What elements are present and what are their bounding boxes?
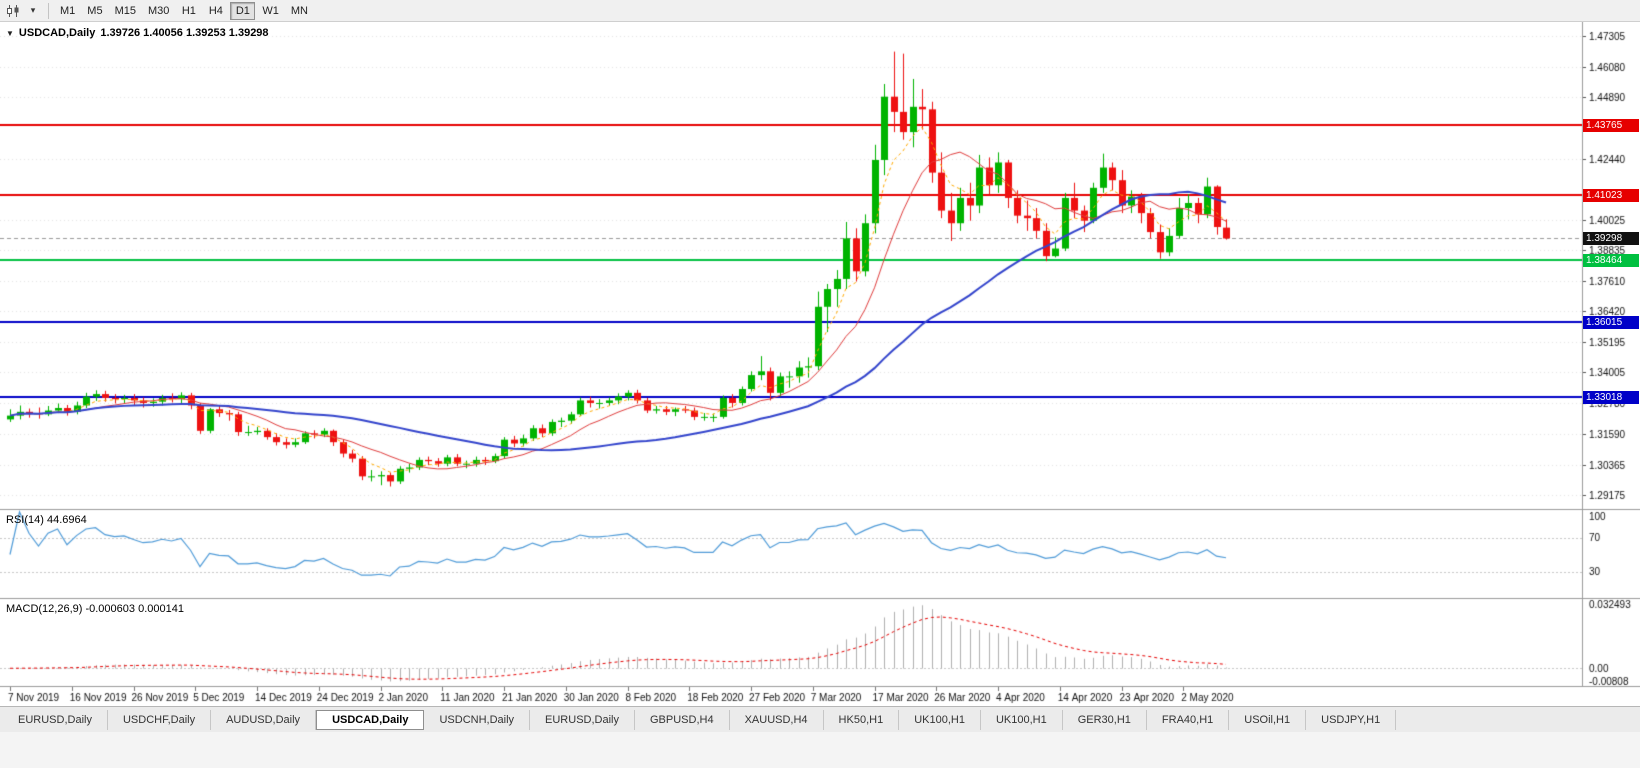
chart-tab-1-usdchf-daily[interactable]: USDCHF,Daily — [108, 709, 212, 730]
chart-tab-12-fra40-h1[interactable]: FRA40,H1 — [1147, 709, 1230, 730]
chart-tab-9-uk100-h1[interactable]: UK100,H1 — [899, 709, 981, 730]
chart-type-dropdown-caret[interactable]: ▾ — [30, 5, 36, 15]
chart-header: ▼ USDCAD,Daily 1.39726 1.40056 1.39253 1… — [6, 27, 269, 39]
timeframe-buttons: M1 M5 M15 M30 H1 H4 D1 W1 MN — [54, 1, 314, 20]
timeframe-button-h1[interactable]: H1 — [176, 2, 201, 20]
chart-tab-3-usdcad-daily[interactable]: USDCAD,Daily — [316, 709, 425, 730]
chart-tabs-bar: EURUSD,Daily USDCHF,Daily AUDUSD,Daily USDC… — [0, 706, 1640, 732]
chart-tab-0-eurusd-daily[interactable]: EURUSD,Daily — [3, 709, 108, 730]
chart-tab-11-ger30-h1[interactable]: GER30,H1 — [1063, 709, 1147, 730]
toolbar-separator — [48, 2, 49, 19]
timeframe-button-d1[interactable]: D1 — [230, 1, 256, 20]
chart-tab-5-eurusd-daily[interactable]: EURUSD,Daily — [530, 709, 635, 730]
candlestick-chart-icon[interactable] — [3, 2, 23, 20]
chart-tab-8-hk50-h1[interactable]: HK50,H1 — [824, 709, 900, 730]
chart-tab-4-usdcnh-daily[interactable]: USDCNH,Daily — [424, 709, 531, 730]
timeframe-button-w1[interactable]: W1 — [257, 2, 284, 20]
chart-tab-6-gbpusd-h4[interactable]: GBPUSD,H4 — [635, 709, 730, 730]
chart-tab-7-xauusd-h4[interactable]: XAUUSD,H4 — [730, 709, 824, 730]
rsi-indicator-label: RSI(14) 44.6964 — [6, 514, 87, 526]
chart-canvas[interactable] — [0, 22, 1640, 706]
macd-indicator-label: MACD(12,26,9) -0.000603 0.000141 — [6, 603, 184, 615]
chart-ohlc-values: 1.39726 1.40056 1.39253 1.39298 — [100, 27, 269, 39]
chart-tab-2-audusd-daily[interactable]: AUDUSD,Daily — [211, 709, 317, 730]
chart-tab-10-uk100-h1[interactable]: UK100,H1 — [981, 709, 1063, 730]
collapse-panel-icon[interactable]: ▼ — [6, 28, 14, 38]
timeframe-button-m30[interactable]: M30 — [143, 2, 174, 20]
chart-tab-13-usoil-h1[interactable]: USOil,H1 — [1229, 709, 1307, 730]
top-toolbar: ▾ M1 M5 M15 M30 H1 H4 D1 W1 MN — [0, 0, 1640, 22]
chart-window: ▼ USDCAD,Daily 1.39726 1.40056 1.39253 1… — [0, 22, 1640, 706]
timeframe-button-m5[interactable]: M5 — [82, 2, 107, 20]
chart-symbol-period: USDCAD,Daily — [18, 27, 96, 39]
timeframe-button-h4[interactable]: H4 — [203, 2, 228, 20]
timeframe-button-m15[interactable]: M15 — [110, 2, 141, 20]
timeframe-button-m1[interactable]: M1 — [55, 2, 80, 20]
chart-tab-14-usdjpy-h1[interactable]: USDJPY,H1 — [1306, 709, 1397, 730]
timeframe-button-mn[interactable]: MN — [286, 2, 313, 20]
